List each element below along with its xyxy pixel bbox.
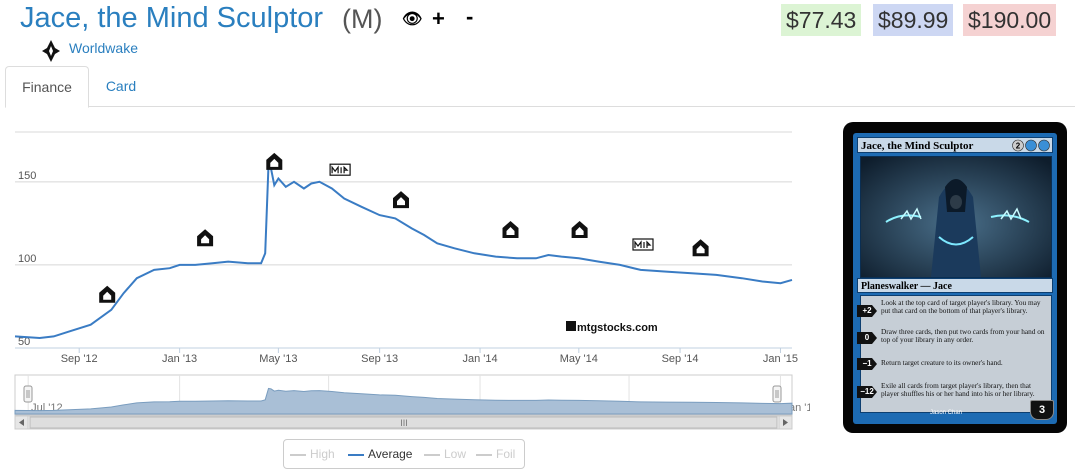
worldwake-set-icon (42, 40, 60, 62)
legend-swatch (476, 453, 492, 456)
card-title: Jace, the Mind Sculptor (20, 2, 324, 34)
legend-item-low[interactable]: Low (424, 440, 466, 468)
legend-swatch (424, 453, 440, 456)
x-tick-label: Sep '14 (662, 353, 699, 365)
ability-text: Exile all cards from target player's lib… (881, 381, 1035, 398)
ability-minus1: −1 Return target creature to its owner's… (857, 356, 1051, 376)
tabs-divider (5, 106, 1075, 107)
y-tick-label: 50 (18, 336, 30, 348)
khans-of-tarkir-set-icon (692, 239, 709, 257)
ability-text: Look at the top card of target player's … (881, 298, 1041, 315)
price-average: $89.99 (873, 4, 954, 36)
card-name-bar: Jace, the Mind Sculptor (857, 137, 1053, 153)
legend-item-average[interactable]: Average (348, 440, 412, 468)
m15-set-icon (632, 238, 654, 251)
loyalty-cost: −1 (857, 358, 877, 370)
rarity-label: (M) (342, 4, 383, 34)
price-history-chart[interactable]: 50 100 150 Sep '12 Jan '13 May '13 Sep '13 Jan… (0, 115, 810, 475)
tab-finance[interactable]: Finance (5, 66, 89, 108)
ability-text: Draw three cards, then put two cards fro… (881, 327, 1045, 344)
legend-label: Foil (496, 447, 516, 461)
price-high: $190.00 (963, 4, 1057, 36)
loyalty-cost: 0 (857, 332, 877, 344)
x-tick-label: Jan '13 (162, 353, 197, 365)
chart-legend: High Average Low Foil (283, 439, 525, 469)
legend-label: Average (368, 447, 413, 461)
y-axis-ticks: 50 100 150 (18, 170, 36, 348)
theros-set-icon (393, 191, 409, 209)
navigator-scrollbar[interactable]: III (14, 415, 793, 430)
loyalty-cost: +2 (857, 305, 877, 317)
svg-text:III: III (400, 418, 408, 428)
legend-swatch (348, 453, 364, 456)
add-to-watchlist-button[interactable]: + (432, 6, 445, 31)
tab-card[interactable]: Card (105, 78, 137, 94)
y-tick-label: 150 (18, 170, 36, 182)
set-release-markers (99, 152, 709, 303)
remove-from-watchlist-button[interactable]: - (466, 4, 474, 29)
legend-item-foil[interactable]: Foil (476, 440, 515, 468)
legend-swatch (290, 453, 306, 456)
x-tick-label: Jan '14 (462, 353, 497, 365)
loyalty-cost: −12 (857, 386, 877, 398)
ability-minus12: −12 Exile all cards from target player's… (857, 380, 1051, 410)
card-artwork (860, 156, 1052, 278)
card-type-line: Planeswalker — Jace (857, 278, 1053, 293)
artist-credit: Jason Chan (930, 410, 963, 416)
mana-cost-icon: 2 (1012, 139, 1050, 152)
legend-item-high[interactable]: High (290, 440, 335, 468)
y-tick-label: 100 (18, 253, 36, 265)
hide-eye-icon[interactable]: 👁 (402, 11, 423, 28)
born-of-the-gods-set-icon (502, 221, 519, 238)
return-to-ravnica-set-icon (99, 285, 116, 303)
navigator-area (14, 387, 793, 415)
svg-text:2: 2 (1016, 142, 1021, 151)
gatecrash-set-icon (197, 229, 214, 247)
x-tick-label: Sep '12 (61, 353, 98, 365)
legend-label: Low (444, 447, 467, 461)
set-name-link[interactable]: Worldwake (69, 40, 138, 56)
ability-text: Return target creature to its owner's ha… (881, 358, 1003, 367)
dragons-maze-set-icon (266, 152, 283, 170)
svg-text:mtgstocks.com: mtgstocks.com (577, 322, 658, 334)
journey-into-nyx-set-icon (571, 221, 588, 238)
x-axis-ticks: Sep '12 Jan '13 May '13 Sep '13 Jan '14 May '… (61, 348, 798, 365)
ability-plus2: +2 Look at the top card of target player… (857, 298, 1051, 325)
navigator-handle-right[interactable] (772, 385, 782, 403)
x-tick-label: Sep '13 (361, 353, 398, 365)
x-tick-label: May '14 (560, 353, 598, 365)
chart-grid (15, 131, 792, 349)
mtgstocks-watermark: mtgstocks.com (566, 321, 658, 334)
card-rules-text: +2 Look at the top card of target player… (857, 295, 1052, 413)
loyalty-counter: 3 (1030, 400, 1054, 420)
x-tick-label: May '13 (259, 353, 297, 365)
m14-set-icon (329, 163, 351, 176)
average-price-line (14, 162, 793, 340)
navigator-handle-left[interactable] (23, 385, 33, 403)
x-tick-label: Jan '15 (763, 353, 798, 365)
legend-label: High (310, 447, 335, 461)
ability-zero: 0 Draw three cards, then put two cards f… (857, 327, 1051, 352)
price-low: $77.43 (781, 4, 862, 36)
